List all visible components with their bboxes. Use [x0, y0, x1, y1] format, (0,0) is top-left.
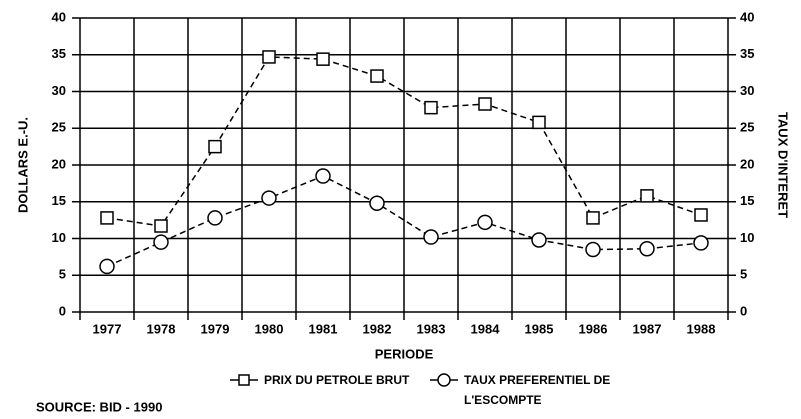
- y2-tick-label: 0: [740, 303, 747, 318]
- legend-marker: [437, 373, 451, 387]
- marker-circle: [99, 258, 115, 275]
- y-tick-label: 30: [52, 83, 66, 98]
- x-axis-label: PERIODE: [375, 346, 434, 361]
- y2-tick-label: 20: [740, 156, 754, 171]
- x-tick-label: 1987: [633, 321, 662, 336]
- y2-tick-label: 25: [740, 120, 754, 135]
- marker-square: [424, 100, 438, 115]
- legend-label: PRIX DU PETROLE BRUT: [264, 373, 410, 387]
- y-tick-label: 0: [59, 303, 66, 318]
- legend-marker: [238, 374, 250, 386]
- y2-tick-label: 10: [740, 230, 754, 245]
- marker-square: [316, 52, 330, 66]
- marker-square: [370, 69, 384, 83]
- marker-square: [532, 115, 546, 130]
- x-tick-label: 1979: [201, 321, 230, 336]
- marker-circle: [693, 235, 709, 251]
- marker-circle: [261, 190, 277, 206]
- marker-circle: [639, 241, 655, 257]
- marker-circle: [315, 168, 331, 184]
- marker-circle: [585, 241, 601, 258]
- y-tick-label: 35: [52, 46, 66, 61]
- x-tick-label: 1985: [525, 321, 554, 336]
- x-tick-label: 1988: [687, 321, 716, 336]
- legend-label: TAUX PREFERENTIEL DE L'ESCOMPTE: [464, 373, 611, 407]
- y-tick-label: 15: [52, 193, 66, 208]
- series-line: [106, 175, 702, 268]
- marker-square: [208, 139, 222, 154]
- x-tick-label: 1984: [471, 321, 501, 336]
- x-tick-label: 1986: [579, 321, 608, 336]
- y2-tick-label: 35: [740, 46, 754, 61]
- y2-tick-label: 15: [740, 193, 754, 208]
- y-axis-label: DOLLARS E.-U.: [15, 117, 30, 213]
- marker-square: [100, 211, 114, 225]
- marker-circle: [153, 234, 169, 250]
- x-tick-label: 1977: [93, 321, 122, 336]
- y-tick-label: 20: [52, 156, 66, 171]
- marker-square: [262, 50, 276, 64]
- y2-tick-label: 30: [740, 83, 754, 98]
- source: SOURCE: BID - 1990: [36, 399, 162, 414]
- marker-circle: [531, 232, 547, 248]
- x-tick-label: 1982: [363, 321, 392, 336]
- y-tick-label: 5: [59, 267, 66, 282]
- y2-axis-label: TAUX D'INTERET: [776, 112, 791, 218]
- marker-circle: [477, 214, 493, 231]
- y-tick-label: 40: [52, 9, 66, 24]
- x-tick-label: 1981: [309, 321, 338, 336]
- marker-square: [694, 208, 708, 222]
- marker-circle: [423, 229, 439, 245]
- y-tick-label: 25: [52, 120, 66, 135]
- marker-square: [640, 189, 654, 203]
- x-tick-label: 1980: [255, 321, 284, 336]
- y2-tick-label: 5: [740, 267, 747, 282]
- marker-square: [154, 219, 168, 233]
- series-line: [106, 56, 702, 227]
- y2-tick-label: 40: [740, 9, 754, 24]
- marker-square: [478, 97, 492, 111]
- marker-circle: [207, 210, 223, 226]
- marker-circle: [369, 195, 385, 211]
- x-tick-label: 1978: [147, 321, 176, 336]
- marker-square: [586, 211, 600, 225]
- x-tick-label: 1983: [417, 321, 446, 336]
- y-tick-label: 10: [52, 230, 66, 245]
